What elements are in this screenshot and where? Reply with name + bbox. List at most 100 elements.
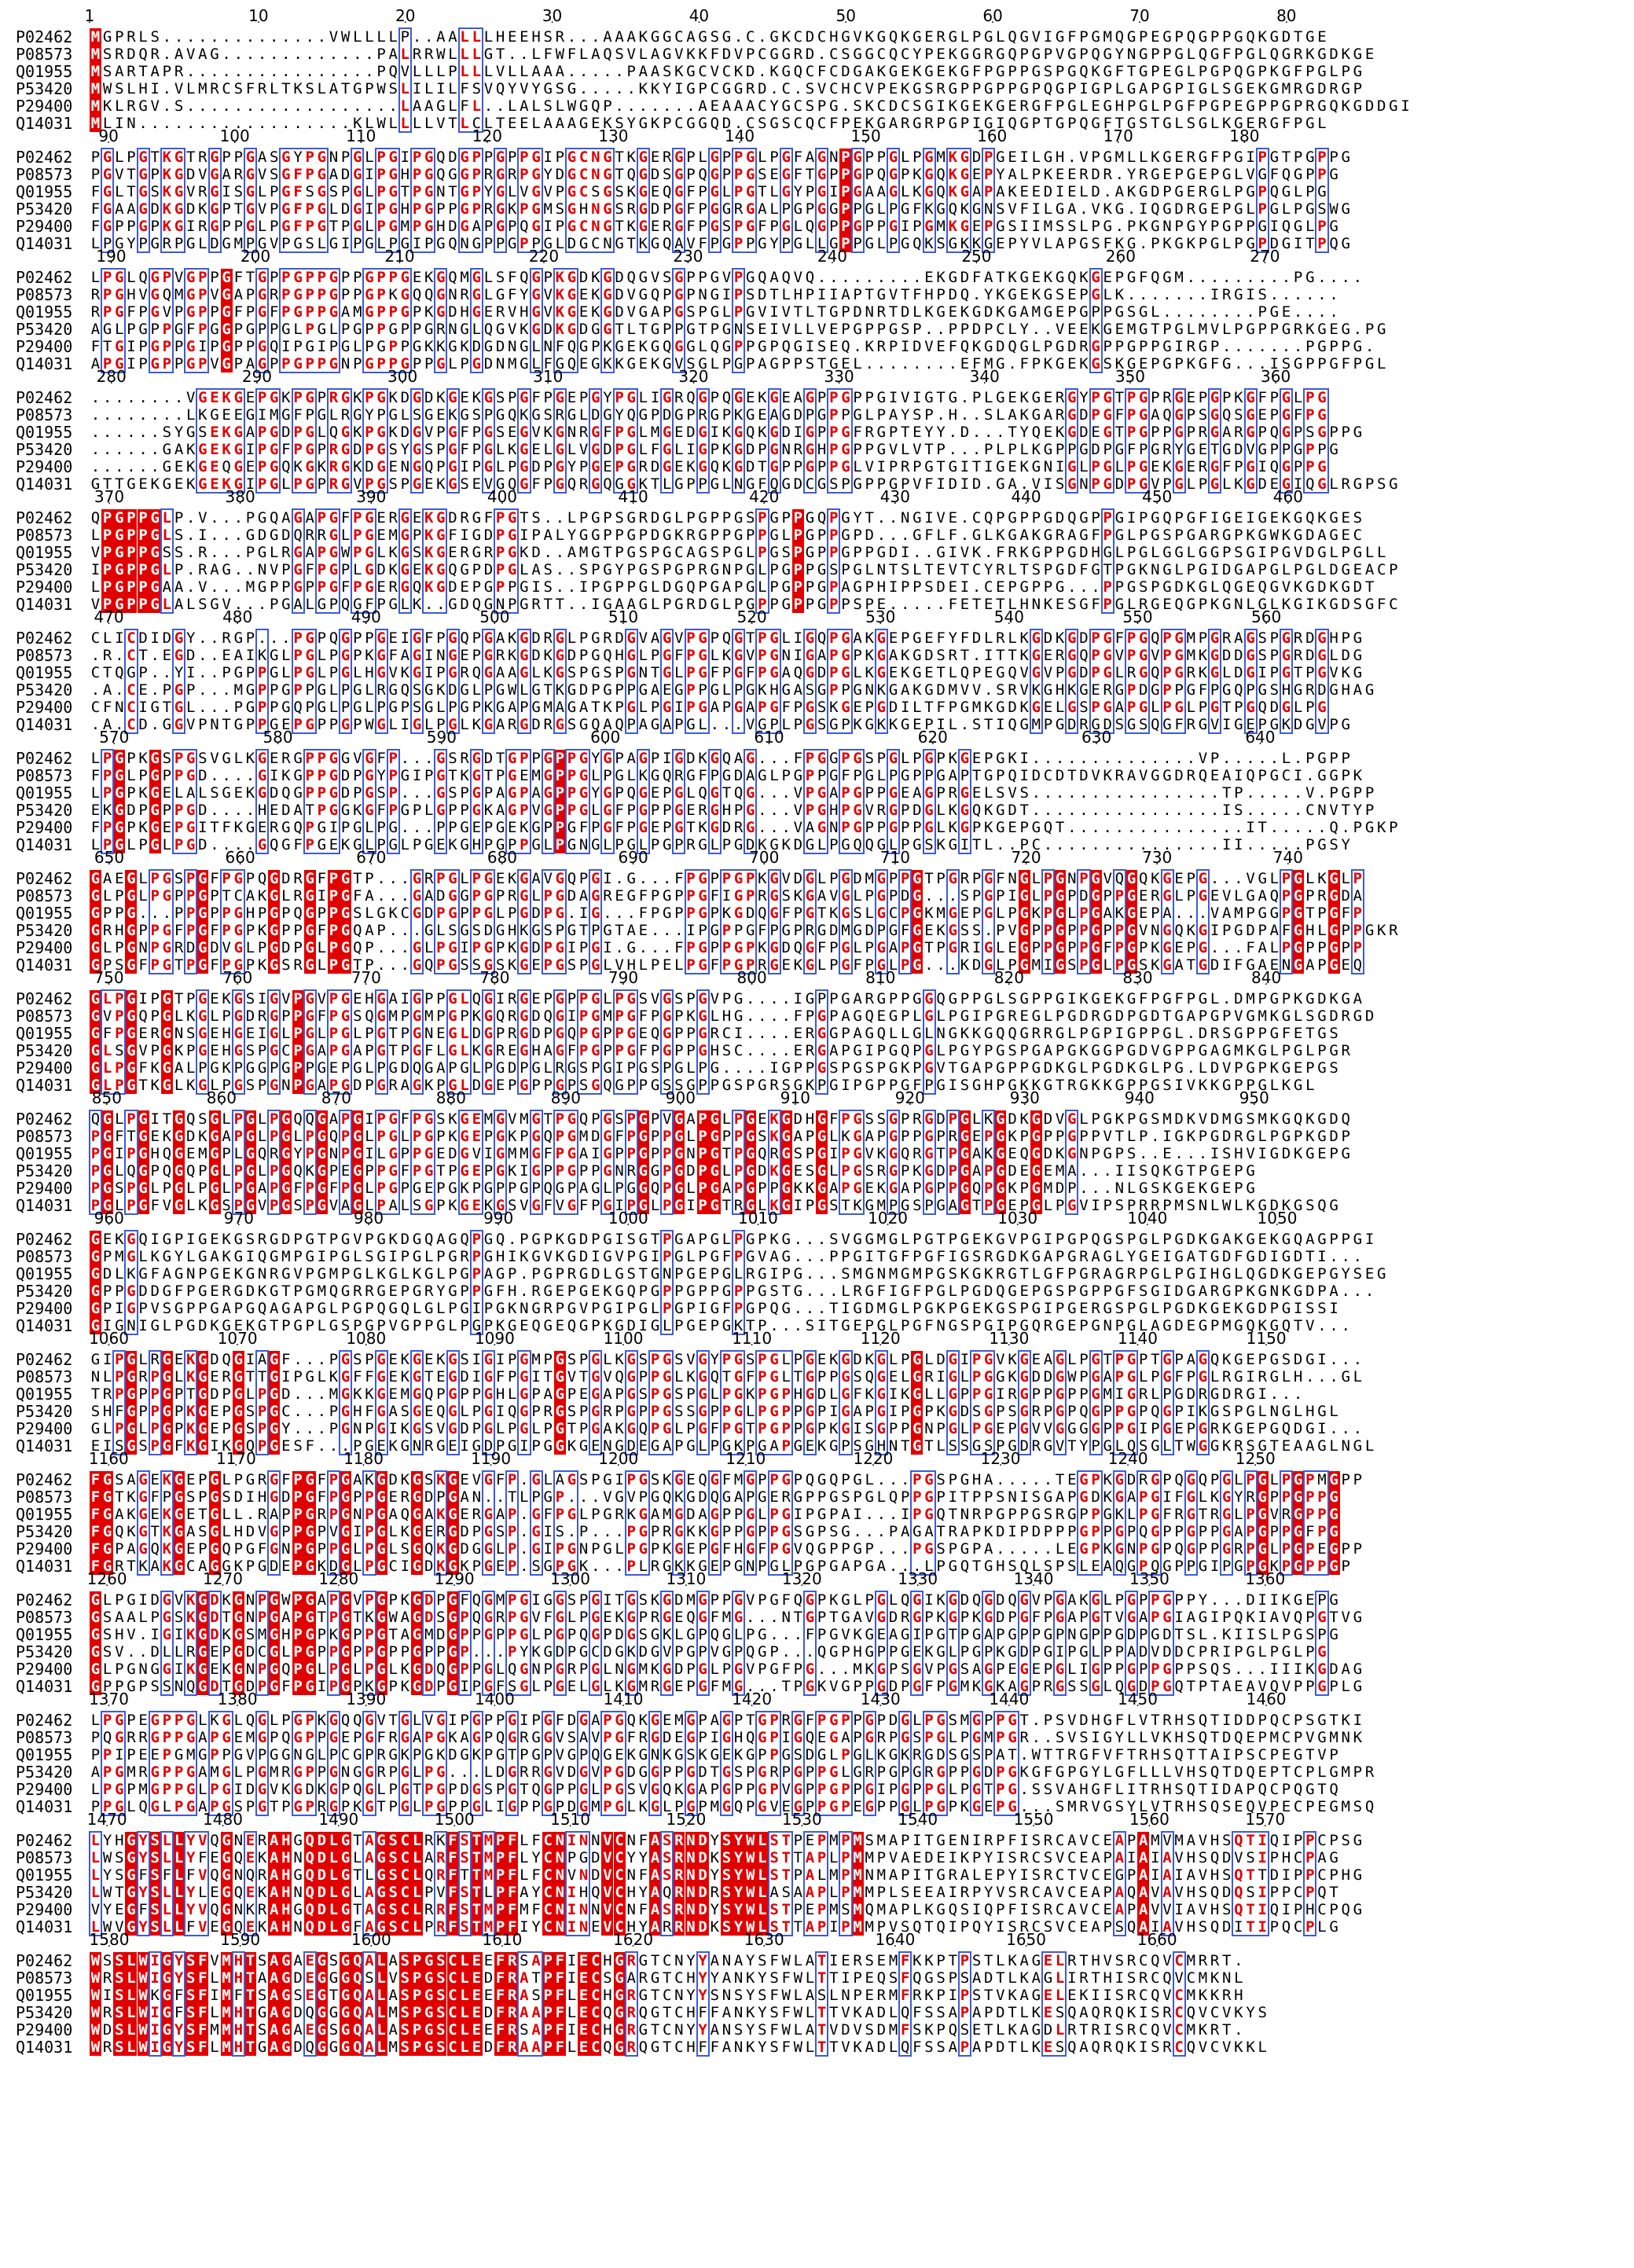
residue: G [173, 699, 185, 716]
residue: . [268, 63, 280, 80]
residue: E [1245, 578, 1257, 596]
residue: V [221, 596, 233, 613]
residue: A [1352, 681, 1364, 699]
residue: F [90, 338, 101, 355]
residue: . [911, 355, 923, 372]
residue: T [328, 218, 340, 235]
residue: K [649, 115, 661, 132]
residue: L [518, 63, 530, 80]
residue: G [138, 183, 149, 200]
residue: Q [661, 767, 673, 784]
residue: K [1257, 28, 1269, 46]
residue: F [614, 819, 626, 836]
residue: D [196, 836, 208, 853]
position-ruler-label: 330 [824, 369, 854, 384]
residue: V [387, 664, 399, 681]
residue: M [90, 115, 101, 132]
residue: . [399, 819, 411, 836]
residue: E [138, 475, 149, 493]
residue: P [173, 887, 185, 905]
residue: G [459, 149, 471, 166]
residue: . [125, 389, 137, 406]
residue: S [994, 784, 1006, 802]
residue: K [1340, 97, 1352, 115]
residue: P [589, 681, 601, 699]
residue: G [1054, 716, 1066, 733]
residue: P [280, 561, 292, 578]
residue: G [685, 716, 697, 733]
residue: P [1162, 321, 1173, 338]
residue: A [554, 115, 566, 132]
ruler-tick: . [501, 856, 504, 867]
residue: S [161, 750, 173, 767]
residue: G [316, 596, 328, 613]
residue: Q [1162, 509, 1173, 527]
residue: Q [1173, 596, 1185, 613]
residue: S [268, 149, 280, 166]
residue: G [1078, 441, 1089, 458]
residue: Y [589, 750, 601, 767]
residue: P [566, 784, 578, 802]
residue: K [733, 63, 744, 80]
residue: G [1090, 286, 1102, 303]
residue: P [744, 870, 756, 887]
residue: R [1292, 647, 1304, 664]
residue: L [1114, 80, 1125, 97]
residue: G [816, 561, 828, 578]
residue: G [697, 664, 709, 681]
residue: D [1078, 767, 1089, 784]
residue: V [1149, 647, 1161, 664]
residue: R [256, 80, 268, 97]
residue: G [578, 235, 589, 252]
residue: . [196, 699, 208, 716]
residue: N [494, 596, 506, 613]
residue: A [233, 647, 244, 664]
residue: E [1162, 63, 1173, 80]
residue: G [220, 338, 233, 355]
residue: L [721, 596, 733, 613]
residue: P [1090, 475, 1102, 493]
residue: A [1114, 699, 1125, 716]
residue: P [852, 235, 864, 252]
residue: G [852, 475, 864, 493]
residue: P [756, 527, 768, 544]
residue: G [1066, 63, 1078, 80]
residue: Q [566, 870, 578, 887]
residue: R [1185, 338, 1197, 355]
residue: P [1090, 509, 1102, 527]
residue: P [804, 200, 816, 218]
residue: K [935, 269, 947, 286]
ruler-tick: . [767, 736, 770, 747]
residue: . [828, 269, 839, 286]
residue: D [839, 63, 851, 80]
residue: P [292, 647, 304, 664]
residue: G [1352, 46, 1364, 63]
residue: . [1042, 321, 1054, 338]
residue: E [899, 784, 911, 802]
residue: A [209, 561, 221, 578]
residue: . [1185, 269, 1197, 286]
residue: G [697, 389, 709, 406]
residue: K [899, 664, 911, 681]
residue: P [1257, 321, 1269, 338]
residue: L [673, 664, 685, 681]
residue: L [1019, 166, 1030, 183]
residue: P [1197, 596, 1209, 613]
residue: L [1173, 561, 1185, 578]
residue: L [1149, 699, 1161, 716]
residue: . [935, 406, 947, 424]
residue: . [876, 509, 887, 527]
residue: K [292, 458, 304, 475]
residue: S [1030, 561, 1042, 578]
residue: P [852, 441, 864, 458]
residue: . [280, 63, 292, 80]
residue: . [923, 355, 935, 372]
residue: L [1269, 870, 1280, 887]
residue: G [1173, 664, 1185, 681]
residue: G [1269, 716, 1280, 733]
residue: T [1304, 235, 1316, 252]
residue: P [1197, 235, 1209, 252]
residue: T [280, 80, 292, 97]
residue: . [1232, 355, 1244, 372]
residue: E [471, 819, 483, 836]
